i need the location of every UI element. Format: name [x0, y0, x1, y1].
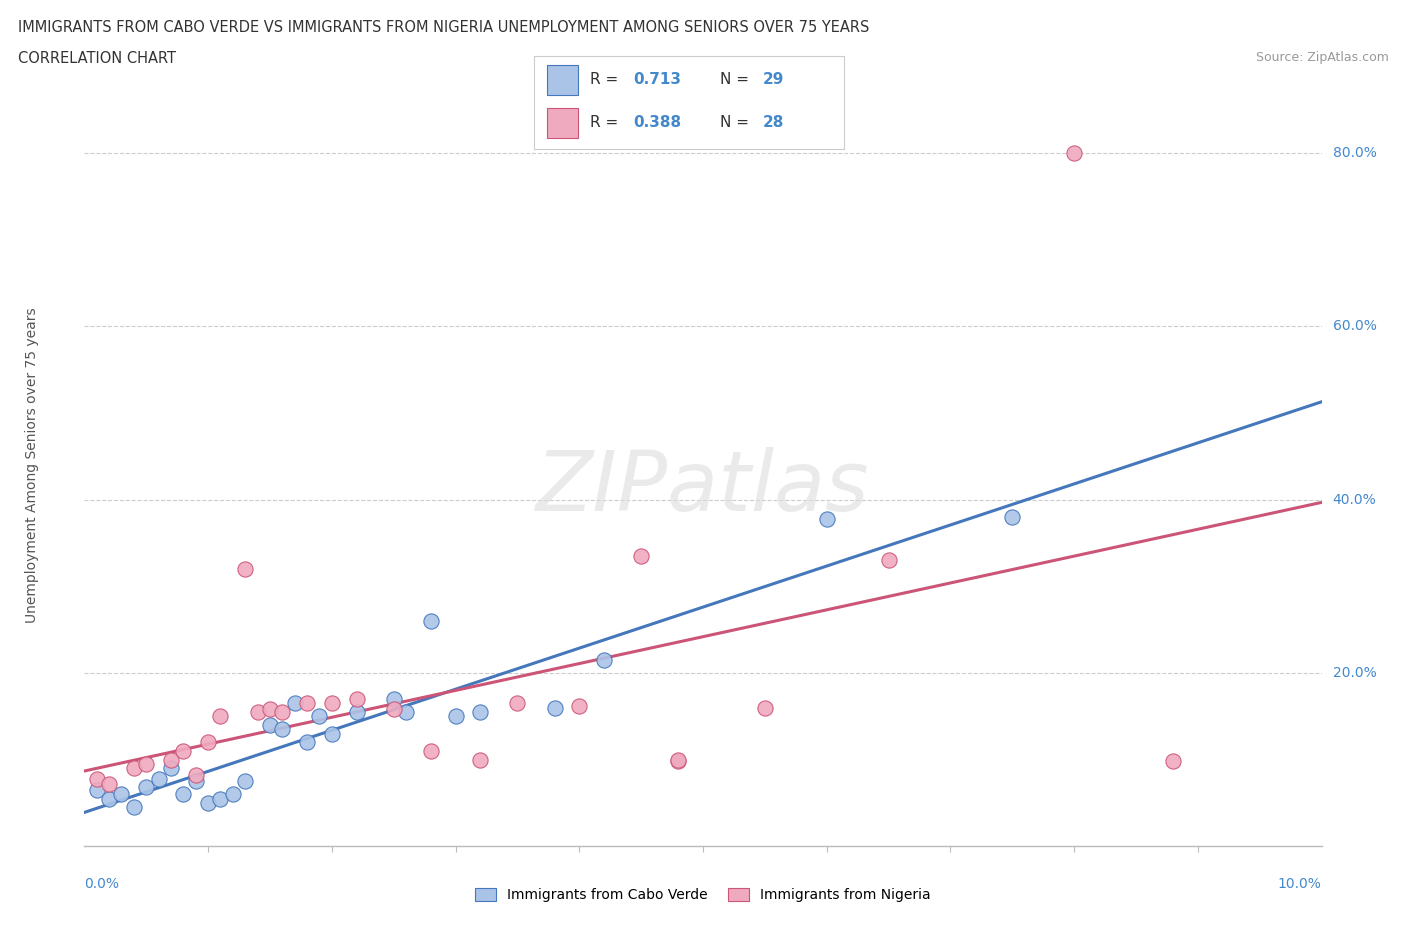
- Text: 0.0%: 0.0%: [84, 877, 120, 891]
- Point: [321, 726, 343, 741]
- Point: [815, 512, 838, 526]
- Point: [506, 696, 529, 711]
- Point: [295, 735, 318, 750]
- Point: [470, 752, 492, 767]
- Point: [86, 782, 108, 797]
- Point: [110, 787, 132, 802]
- Point: [419, 744, 441, 759]
- Point: [470, 705, 492, 720]
- Point: [172, 744, 194, 759]
- Text: 20.0%: 20.0%: [1333, 666, 1376, 680]
- Point: [382, 702, 405, 717]
- Point: [122, 761, 145, 776]
- Text: 0.388: 0.388: [633, 115, 682, 130]
- Point: [233, 562, 256, 577]
- Text: 29: 29: [763, 73, 785, 87]
- Text: IMMIGRANTS FROM CABO VERDE VS IMMIGRANTS FROM NIGERIA UNEMPLOYMENT AMONG SENIORS: IMMIGRANTS FROM CABO VERDE VS IMMIGRANTS…: [18, 20, 870, 35]
- Point: [246, 705, 269, 720]
- Point: [259, 702, 281, 717]
- Text: N =: N =: [720, 73, 754, 87]
- Point: [86, 771, 108, 786]
- Text: Source: ZipAtlas.com: Source: ZipAtlas.com: [1256, 51, 1389, 64]
- Point: [877, 552, 900, 567]
- Text: R =: R =: [591, 73, 623, 87]
- Point: [444, 709, 467, 724]
- Point: [184, 774, 207, 789]
- Legend: Immigrants from Cabo Verde, Immigrants from Nigeria: Immigrants from Cabo Verde, Immigrants f…: [470, 883, 936, 908]
- Point: [172, 787, 194, 802]
- Point: [1063, 146, 1085, 161]
- FancyBboxPatch shape: [547, 108, 578, 138]
- Point: [98, 777, 121, 791]
- Point: [308, 709, 330, 724]
- Point: [321, 696, 343, 711]
- Text: 40.0%: 40.0%: [1333, 493, 1376, 507]
- Point: [666, 754, 689, 769]
- Point: [271, 705, 294, 720]
- Text: 0.713: 0.713: [633, 73, 682, 87]
- Text: 10.0%: 10.0%: [1278, 877, 1322, 891]
- Point: [160, 761, 183, 776]
- Text: 28: 28: [763, 115, 785, 130]
- Point: [135, 780, 157, 795]
- Point: [630, 549, 652, 564]
- Point: [543, 700, 565, 715]
- Point: [160, 752, 183, 767]
- Point: [1161, 754, 1184, 769]
- Point: [259, 718, 281, 733]
- Point: [395, 705, 418, 720]
- Point: [593, 653, 616, 668]
- Point: [1001, 510, 1024, 525]
- Text: R =: R =: [591, 115, 623, 130]
- Point: [346, 692, 368, 707]
- Point: [295, 696, 318, 711]
- Point: [209, 709, 232, 724]
- Point: [98, 791, 121, 806]
- Text: CORRELATION CHART: CORRELATION CHART: [18, 51, 176, 66]
- Point: [284, 696, 307, 711]
- Point: [222, 787, 245, 802]
- Point: [271, 722, 294, 737]
- Point: [148, 771, 170, 786]
- Point: [184, 768, 207, 783]
- Point: [197, 735, 219, 750]
- Point: [666, 752, 689, 767]
- Point: [197, 795, 219, 810]
- Text: 60.0%: 60.0%: [1333, 319, 1376, 333]
- Text: N =: N =: [720, 115, 754, 130]
- Point: [122, 800, 145, 815]
- Point: [382, 692, 405, 707]
- Point: [233, 774, 256, 789]
- Point: [209, 791, 232, 806]
- Text: 80.0%: 80.0%: [1333, 146, 1376, 160]
- Point: [568, 698, 591, 713]
- Point: [346, 705, 368, 720]
- Text: ZIPatlas: ZIPatlas: [536, 447, 870, 528]
- FancyBboxPatch shape: [547, 65, 578, 95]
- Point: [135, 756, 157, 771]
- Point: [419, 614, 441, 629]
- Point: [754, 700, 776, 715]
- Text: Unemployment Among Seniors over 75 years: Unemployment Among Seniors over 75 years: [25, 307, 39, 623]
